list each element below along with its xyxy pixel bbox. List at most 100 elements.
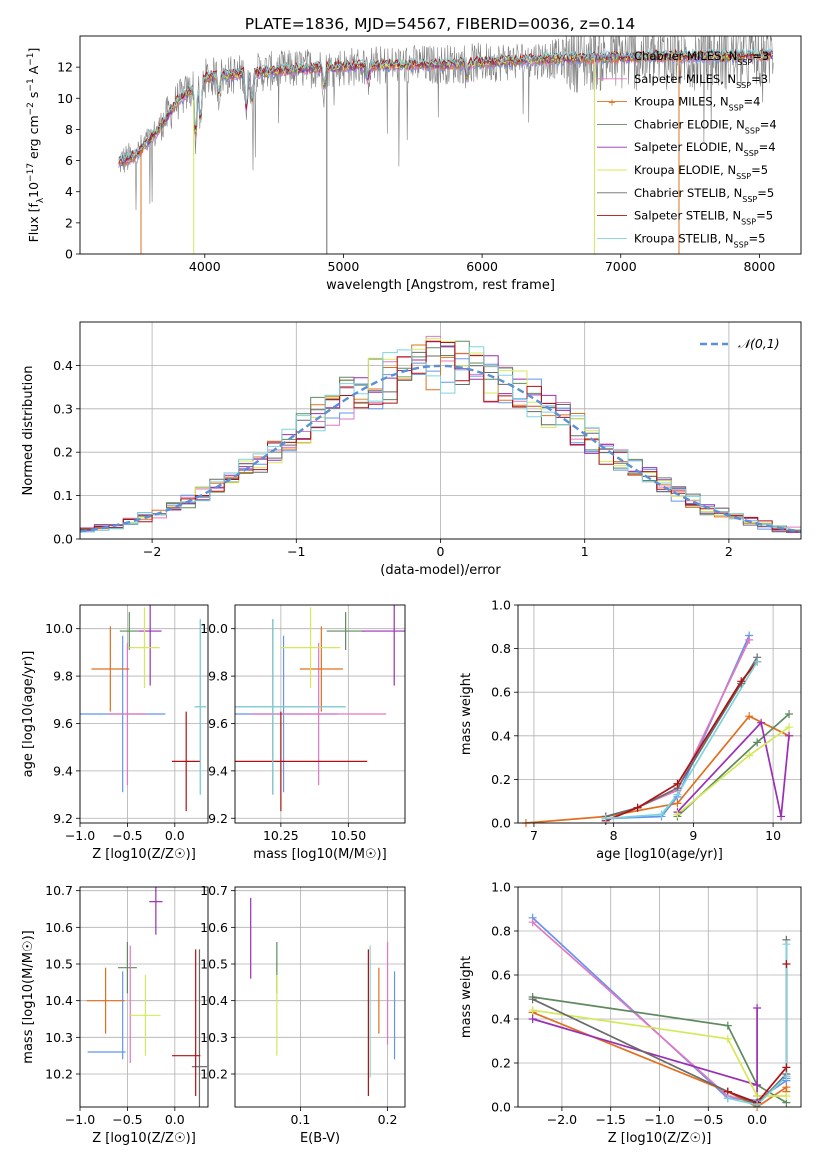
data-point-marker: [753, 657, 762, 666]
data-point-marker: [782, 1063, 791, 1072]
mass-weight-vs-metallicity-panel: −2.0 −1.5 −1.0 −0.5 0.0 0.0 0.2 0.4 0.6 0.8 1.0 Z […: [459, 880, 802, 1146]
legend-entry: Salpeter MILES, NSSP=3: [634, 72, 768, 90]
y-tick-label: 0.3: [53, 401, 73, 416]
legend-suffix: =5: [756, 209, 773, 223]
axes-frame: [79, 604, 209, 824]
y-tick-label: 0.0: [491, 1100, 511, 1115]
x-tick-label: −2.0: [547, 1112, 577, 1127]
legend-subscript: SSP: [736, 80, 751, 89]
x-tick-label: −1: [287, 544, 305, 559]
x-tick-label: 1: [581, 544, 589, 559]
axes-frame: [79, 321, 802, 540]
label-part: Flux [f: [26, 203, 41, 243]
y-tick-label: 10.4: [200, 993, 228, 1008]
data-point-marker: [782, 1092, 791, 1100]
y-tick-label: 2: [65, 215, 73, 230]
data-point-marker: [745, 712, 754, 721]
legend-label: Chabrier MILES, N: [634, 49, 737, 63]
legend-entry: Kroupa MILES, NSSP=4: [634, 95, 760, 113]
residuals-x-label: (data-model)/error: [380, 563, 501, 578]
legend-label: Kroupa STELIB, N: [634, 231, 734, 245]
residual-histogram: [80, 346, 801, 539]
y-tick-label: 0.0: [491, 816, 511, 831]
legend-subscript: SSP: [737, 58, 752, 67]
normal-reference-curve: [80, 364, 801, 533]
mass_vs_ebv-x-label: E(B-V): [300, 1131, 340, 1146]
data-point-marker: [782, 940, 791, 949]
label-part: −1: [26, 52, 36, 65]
mass-weight-series: [532, 1009, 787, 1097]
residual-histogram: [80, 338, 801, 539]
axes-frame: [234, 886, 406, 1108]
legend-entry: Kroupa ELODIE, NSSP=5: [634, 163, 768, 181]
y-tick-label: 0.4: [53, 358, 73, 373]
y-tick-label: 10.5: [200, 957, 228, 972]
y-tick-label: 10.5: [45, 957, 73, 972]
data-point-marker: [528, 918, 537, 927]
mass-weight-series: [676, 726, 790, 815]
label-part: −1: [26, 169, 36, 182]
plot-area: [250, 898, 396, 1096]
y-tick-label: 10.2: [45, 1067, 73, 1082]
legend-subscript: SSP: [736, 172, 751, 181]
label-part: −2: [26, 102, 36, 115]
y-tick-label: 10.0: [200, 621, 228, 636]
mass-weight-series: [727, 944, 788, 1106]
data-point-marker: [528, 995, 537, 1004]
data-point-marker: [753, 1081, 762, 1089]
massweight_vs_age-x-label: age [log10(age/yr)]: [596, 847, 723, 862]
y-tick-label: 10.4: [45, 993, 73, 1008]
y-tick-label: 0.8: [491, 924, 511, 939]
legend-label: Chabrier ELODIE, N: [634, 117, 745, 131]
age_vs_mass-x-label: mass [log10(M/M☉)]: [253, 847, 386, 862]
y-tick-label: 9.6: [208, 716, 228, 731]
data-point-marker: [757, 718, 766, 727]
residuals-y-label: Normed distribution: [21, 366, 36, 496]
legend-label: Kroupa MILES, N: [634, 95, 729, 109]
y-tick-label: 0.4: [491, 728, 511, 743]
legend-entry: Chabrier STELIB, NSSP=5: [634, 186, 774, 204]
x-tick-label: −0.5: [112, 828, 142, 843]
y-tick-label: 10.7: [45, 883, 73, 898]
legend-suffix: =4: [744, 95, 761, 109]
x-tick-label: 0.2: [378, 1112, 398, 1127]
plot-area: [118, 36, 774, 254]
x-tick-label: 10.25: [263, 828, 299, 843]
x-tick-label: −1.0: [65, 828, 95, 843]
plot-area: [80, 605, 207, 812]
x-tick-label: 4000: [189, 259, 221, 274]
x-tick-label: 0.0: [165, 1112, 185, 1127]
age-vs-mass-panel: 10.25 10.50 9.2 9.4 9.6 9.8 10.0 mass [log10(M/…: [200, 604, 406, 862]
legend-subscript: SSP: [744, 149, 759, 158]
y-tick-label: 9.2: [208, 811, 228, 826]
mass-vs-ebv-panel: 0.1 0.2 10.2 10.3 10.4 10.5 10.6 10.7 E(B-V): [200, 883, 406, 1146]
y-tick-label: 10.0: [45, 621, 73, 636]
legend-label: 𝒩(0,1): [738, 336, 780, 351]
y-tick-label: 10: [57, 91, 73, 106]
mass-weight-series: [605, 661, 758, 820]
data-point-marker: [782, 960, 791, 968]
plot-area: [532, 917, 788, 1107]
mass-weight-series: [525, 715, 790, 823]
label-part: λ: [36, 197, 46, 203]
x-tick-label: −0.5: [112, 1112, 142, 1127]
legend-label: Salpeter STELIB, N: [634, 209, 741, 223]
data-point-marker: [601, 814, 610, 823]
x-tick-label: 8000: [743, 259, 775, 274]
legend-entry: Salpeter STELIB, NSSP=5: [634, 209, 773, 227]
data-point-marker: [753, 738, 762, 747]
axes-frame: [234, 604, 406, 824]
label-part: 10: [26, 182, 41, 198]
legend-suffix: =5: [757, 186, 774, 200]
legend-label: Chabrier STELIB, N: [634, 186, 742, 200]
y-tick-label: 1.0: [491, 880, 511, 895]
data-point-marker: [753, 1004, 762, 1012]
legend-marker: +: [608, 98, 616, 109]
label-part: ]: [26, 48, 41, 53]
data-point-marker: [528, 1015, 537, 1023]
figure-title: PLATE=1836, MJD=54567, FIBERID=0036, z=0…: [245, 15, 635, 33]
data-point-marker: [657, 810, 666, 819]
label-part: erg cm: [26, 115, 41, 163]
x-tick-label: −2: [143, 544, 161, 559]
x-tick-label: 10.50: [330, 828, 366, 843]
